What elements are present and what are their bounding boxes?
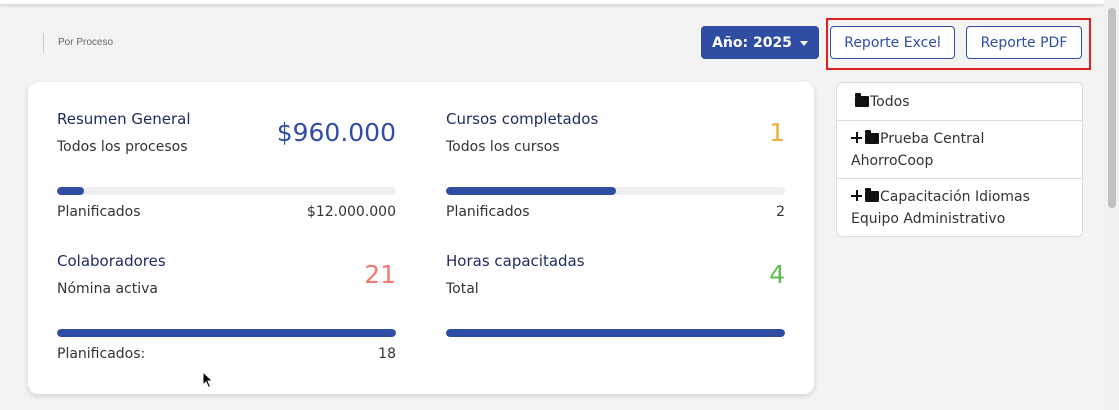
tree-item-prueba-central[interactable]: Prueba Central AhorroCoop (837, 120, 1082, 178)
breadcrumb: Por Proceso (43, 33, 113, 53)
stat-title: Resumen General (57, 110, 191, 128)
folder-icon (865, 130, 879, 144)
stat-value: 1 (769, 118, 785, 147)
caret-down-icon (799, 40, 808, 46)
stats-card: Resumen General Todos los procesos $960.… (28, 82, 814, 394)
stat-footer-label: Planificados (57, 204, 141, 220)
scrollbar-thumb[interactable] (1108, 8, 1116, 208)
stat-title: Colaboradores (57, 252, 166, 270)
progress-fill (57, 187, 85, 195)
folder-icon (855, 93, 869, 107)
progress-bar (57, 329, 396, 337)
progress-fill (57, 329, 396, 337)
stat-horas-capacitadas: Horas capacitadas Total 4 (446, 224, 785, 354)
tree-item-label-line1: Capacitación Idiomas (880, 189, 1030, 205)
stat-value: 4 (769, 260, 785, 289)
tree-item-label-line1: Prueba Central (880, 131, 985, 147)
progress-fill (446, 187, 616, 195)
plus-icon[interactable] (851, 190, 862, 201)
stat-subtitle: Nómina activa (57, 281, 158, 297)
tree-item-label-line2: Equipo Administrativo (851, 211, 1006, 227)
page-scrollbar[interactable] (1104, 0, 1119, 410)
mouse-pointer-icon (202, 371, 214, 389)
year-label: Año: 2025 (712, 34, 792, 51)
process-tree: Todos Prueba Central AhorroCoop Capacita… (836, 82, 1083, 237)
stat-value: $960.000 (276, 118, 396, 147)
stat-subtitle: Todos los cursos (446, 139, 560, 155)
top-header-edge (0, 0, 1104, 5)
stat-subtitle: Todos los procesos (57, 139, 188, 155)
stat-resumen-general: Resumen General Todos los procesos $960.… (57, 82, 396, 220)
tree-item-todos[interactable]: Todos (837, 91, 1082, 113)
stat-colaboradores: Colaboradores Nómina activa 21 Planifica… (57, 224, 396, 362)
stat-footer-value: $12.000.000 (306, 204, 396, 220)
stat-subtitle: Total (446, 281, 479, 297)
stat-cursos-completados: Cursos completados Todos los cursos 1 Pl… (446, 82, 785, 220)
year-dropdown-button[interactable]: Año: 2025 (701, 26, 819, 59)
tree-item-label-line2: AhorroCoop (851, 153, 934, 169)
highlight-annotation (826, 18, 1091, 70)
plus-icon[interactable] (851, 132, 862, 143)
progress-bar (446, 329, 785, 337)
folder-icon (865, 188, 879, 202)
tree-item-label: Todos (870, 94, 910, 110)
stat-title: Cursos completados (446, 110, 599, 128)
progress-fill (446, 329, 785, 337)
progress-bar (57, 187, 396, 195)
report-pdf-button[interactable]: Reporte PDF (966, 26, 1082, 59)
stat-footer-value: 2 (776, 204, 785, 220)
stat-footer-value: 18 (378, 346, 396, 362)
progress-bar (446, 187, 785, 195)
stat-value: 21 (364, 260, 396, 289)
stat-title: Horas capacitadas (446, 252, 585, 270)
stat-footer-label: Planificados: (57, 346, 146, 362)
stat-footer-label: Planificados (446, 204, 530, 220)
tree-item-capacitacion-idiomas[interactable]: Capacitación Idiomas Equipo Administrati… (837, 178, 1082, 236)
report-excel-button[interactable]: Reporte Excel (830, 26, 955, 59)
